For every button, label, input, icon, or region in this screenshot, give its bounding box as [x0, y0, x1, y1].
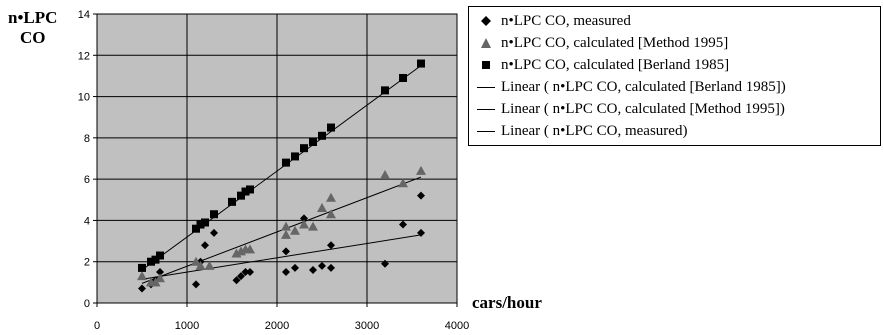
- data-point-berland-1985: [417, 59, 425, 68]
- data-point-berland-1985: [318, 131, 326, 140]
- data-point-berland-1985: [300, 144, 308, 153]
- legend-label-measured: n•LPC CO, measured: [501, 12, 631, 29]
- data-point-berland-1985: [196, 220, 205, 229]
- data-point-berland-1985: [147, 257, 155, 266]
- data-point-measured: [282, 268, 290, 277]
- trendline-2: [141, 234, 422, 280]
- y-axis-label-line-1: n•LPC: [8, 8, 58, 27]
- legend: n•LPC CO, measured n•LPC CO, calculated …: [468, 6, 881, 146]
- legend-item-method-1995: n•LPC CO, calculated [Method 1995]: [475, 32, 874, 54]
- diamond-icon: [475, 16, 497, 26]
- y-tick-label: 14: [78, 9, 90, 21]
- data-point-measured: [417, 191, 425, 200]
- data-point-measured: [309, 265, 317, 274]
- data-point-method-1995: [191, 256, 201, 266]
- data-point-measured: [237, 272, 245, 281]
- legend-label-linear-method: Linear ( n•LPC CO, calculated [Method 19…: [501, 100, 785, 117]
- data-point-method-1995: [195, 260, 206, 270]
- data-point-method-1995: [398, 178, 408, 188]
- data-point-berland-1985: [381, 86, 389, 95]
- data-point-method-1995: [308, 221, 318, 231]
- data-point-measured: [232, 276, 241, 285]
- x-tick-label: 4000: [445, 320, 469, 332]
- data-point-method-1995: [317, 203, 327, 213]
- data-point-berland-1985: [237, 191, 245, 200]
- data-point-measured: [282, 247, 290, 256]
- data-point-berland-1985: [138, 263, 146, 272]
- legend-label-berland-1985: n•LPC CO, calculated [Berland 1985]: [501, 56, 730, 73]
- triangle-icon: [475, 38, 497, 48]
- square-icon: [475, 60, 497, 70]
- x-tick-label: 2000: [265, 320, 289, 332]
- y-axis-label-line-2: CO: [19, 28, 46, 47]
- x-tick-label: 0: [94, 320, 100, 332]
- y-tick-label: 2: [84, 257, 90, 269]
- data-point-method-1995: [326, 209, 336, 219]
- line-icon: [475, 86, 497, 88]
- data-point-method-1995: [281, 221, 291, 231]
- data-point-measured: [417, 228, 425, 237]
- y-axis-label: n•LPC CO: [8, 8, 57, 48]
- data-point-measured: [246, 268, 254, 277]
- data-point-measured: [300, 214, 308, 223]
- legend-label-linear-measured: Linear ( n•LPC CO, measured): [501, 122, 688, 139]
- data-point-measured: [138, 284, 146, 293]
- data-point-measured: [327, 263, 335, 272]
- data-point-berland-1985: [399, 73, 407, 82]
- data-point-berland-1985: [201, 218, 209, 227]
- legend-label-linear-berland: Linear ( n•LPC CO, calculated [Berland 1…: [501, 78, 786, 95]
- data-point-method-1995: [204, 260, 215, 270]
- legend-label-method-1995: n•LPC CO, calculated [Method 1995]: [501, 34, 729, 51]
- y-tick-label: 0: [84, 298, 90, 310]
- data-point-method-1995: [326, 192, 336, 202]
- data-point-method-1995: [299, 219, 309, 229]
- data-point-berland-1985: [327, 123, 335, 132]
- x-tick-label: 1000: [175, 320, 199, 332]
- data-point-measured: [381, 259, 389, 268]
- data-point-measured: [399, 220, 407, 229]
- data-point-method-1995: [416, 165, 426, 175]
- data-point-method-1995: [245, 244, 255, 254]
- y-tick-label: 4: [84, 215, 90, 227]
- data-point-measured: [201, 241, 209, 250]
- y-tick-label: 12: [78, 50, 90, 62]
- legend-item-linear-berland: Linear ( n•LPC CO, calculated [Berland 1…: [475, 76, 874, 98]
- data-point-measured: [156, 268, 164, 277]
- data-point-berland-1985: [151, 255, 160, 264]
- data-point-measured: [327, 241, 335, 250]
- data-point-berland-1985: [309, 137, 317, 146]
- legend-item-berland-1985: n•LPC CO, calculated [Berland 1985]: [475, 54, 874, 76]
- x-axis-label: cars/hour: [472, 293, 542, 312]
- data-point-measured: [241, 268, 250, 277]
- data-point-berland-1985: [192, 224, 200, 233]
- trendline-0: [141, 65, 422, 271]
- data-point-berland-1985: [210, 210, 218, 219]
- data-point-measured: [318, 261, 326, 270]
- data-point-berland-1985: [291, 152, 299, 161]
- y-tick-label: 6: [84, 174, 90, 186]
- data-point-measured: [192, 280, 200, 289]
- legend-item-linear-method: Linear ( n•LPC CO, calculated [Method 19…: [475, 98, 874, 120]
- data-point-berland-1985: [156, 251, 164, 260]
- data-point-berland-1985: [282, 158, 290, 167]
- data-point-method-1995: [380, 170, 390, 180]
- x-tick-label: 3000: [355, 320, 379, 332]
- line-icon: [475, 130, 497, 132]
- data-point-method-1995: [290, 225, 300, 235]
- data-point-method-1995: [281, 229, 291, 239]
- data-point-method-1995: [155, 273, 165, 283]
- data-point-measured: [291, 263, 299, 272]
- legend-item-measured: n•LPC CO, measured: [475, 10, 874, 32]
- data-point-berland-1985: [246, 185, 254, 194]
- data-point-berland-1985: [228, 197, 236, 206]
- data-point-method-1995: [137, 271, 147, 281]
- data-point-measured: [210, 228, 218, 237]
- y-tick-label: 8: [84, 133, 90, 145]
- y-tick-label: 10: [78, 92, 90, 104]
- data-point-berland-1985: [241, 187, 250, 196]
- legend-item-linear-measured: Linear ( n•LPC CO, measured): [475, 120, 874, 142]
- line-icon: [475, 108, 497, 110]
